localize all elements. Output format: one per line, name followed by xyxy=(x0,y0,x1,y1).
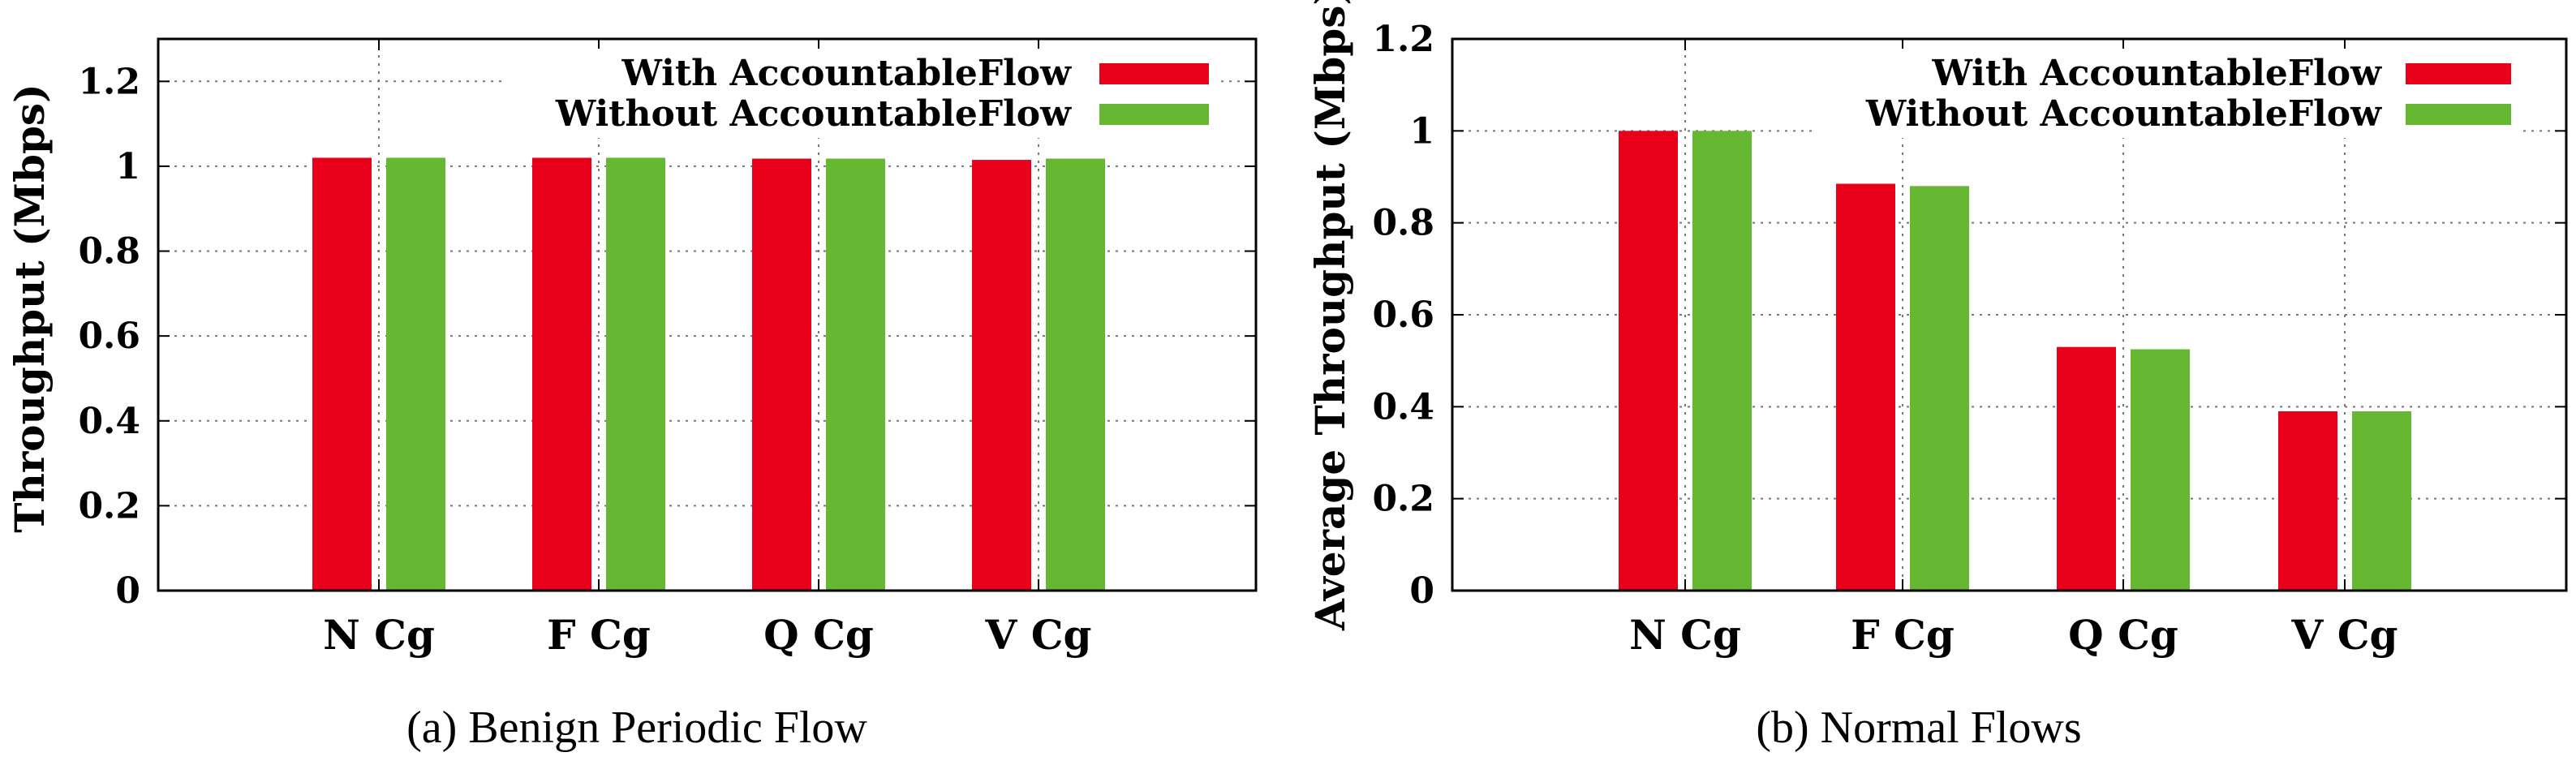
bar-without-n-cg xyxy=(386,157,445,591)
y-axis-label: Average Throughput (Mbps) xyxy=(1306,0,1354,631)
legend-label: With AccountableFlow xyxy=(1931,53,2382,94)
bar-without-q-cg xyxy=(826,158,885,591)
x-category-label: N Cg xyxy=(323,611,435,659)
bar-with-v-cg xyxy=(2278,411,2337,591)
subfigure-caption: (a) Benign Periodic Flow xyxy=(406,703,867,753)
y-tick-label: 0 xyxy=(115,570,140,612)
legend-swatch xyxy=(2406,63,2511,84)
y-tick-label: 0.8 xyxy=(1372,203,1434,244)
chart-panel-2: 0 0.2 0.4 0.6 0.8 1 1.2 N Cg F Cg Q Cg V Cg With Ac… xyxy=(1306,0,2568,753)
y-tick-label: 0.2 xyxy=(78,485,140,527)
y-tick-label: 0.8 xyxy=(78,231,140,273)
y-tick-label: 1.2 xyxy=(1372,19,1434,60)
x-category-label: V Cg xyxy=(2291,611,2398,659)
y-tick-label: 0.4 xyxy=(78,401,140,442)
bar-with-f-cg xyxy=(532,157,591,591)
y-tick-label: 0.6 xyxy=(1372,294,1434,336)
legend-label: Without AccountableFlow xyxy=(555,93,1072,135)
y-tick-label: 1 xyxy=(115,146,140,187)
legend-swatch xyxy=(1099,63,1209,84)
legend-label: With AccountableFlow xyxy=(621,53,1072,94)
bar-without-v-cg xyxy=(1046,158,1105,591)
bar-without-n-cg xyxy=(1692,131,1752,591)
y-axis-label: Throughput (Mbps) xyxy=(6,84,54,532)
chart-panel-1: 0 0.2 0.4 0.6 0.8 1 1.2 N Cg F Cg Q Cg V Cg With Ac… xyxy=(6,37,1258,753)
axes-frame xyxy=(157,37,1258,592)
bar-with-q-cg xyxy=(2057,346,2116,591)
subfigure-caption: (b) Normal Flows xyxy=(1756,703,2081,753)
legend-background xyxy=(1813,49,2519,138)
y-tick-label: 0.2 xyxy=(1372,479,1434,520)
bar-with-n-cg xyxy=(312,157,372,591)
legend-swatch xyxy=(1099,104,1209,125)
y-tick-label: 0.6 xyxy=(78,316,140,357)
bar-without-f-cg xyxy=(606,157,665,591)
y-tick-label: 1 xyxy=(1409,110,1434,152)
x-category-label: Q Cg xyxy=(2068,611,2178,659)
bar-without-q-cg xyxy=(2131,349,2190,591)
y-tick-label: 0 xyxy=(1409,570,1434,612)
bar-with-v-cg xyxy=(972,160,1031,591)
bar-without-f-cg xyxy=(1910,186,1969,591)
x-category-label: N Cg xyxy=(1629,611,1741,659)
bar-with-f-cg xyxy=(1836,183,1895,591)
bar-with-q-cg xyxy=(752,158,811,591)
axes-frame xyxy=(1451,37,2568,592)
x-category-label: V Cg xyxy=(985,611,1092,659)
legend-background xyxy=(503,49,1217,138)
y-tick-label: 0.4 xyxy=(1372,386,1434,428)
legend-label: Without AccountableFlow xyxy=(1865,93,2382,135)
bar-without-v-cg xyxy=(2352,411,2411,591)
x-category-label: Q Cg xyxy=(763,611,874,659)
y-tick-label: 1.2 xyxy=(78,61,140,102)
x-category-label: F Cg xyxy=(1851,611,1955,659)
legend-swatch xyxy=(2406,104,2511,125)
bar-with-n-cg xyxy=(1619,131,1678,591)
x-category-label: F Cg xyxy=(547,611,651,659)
